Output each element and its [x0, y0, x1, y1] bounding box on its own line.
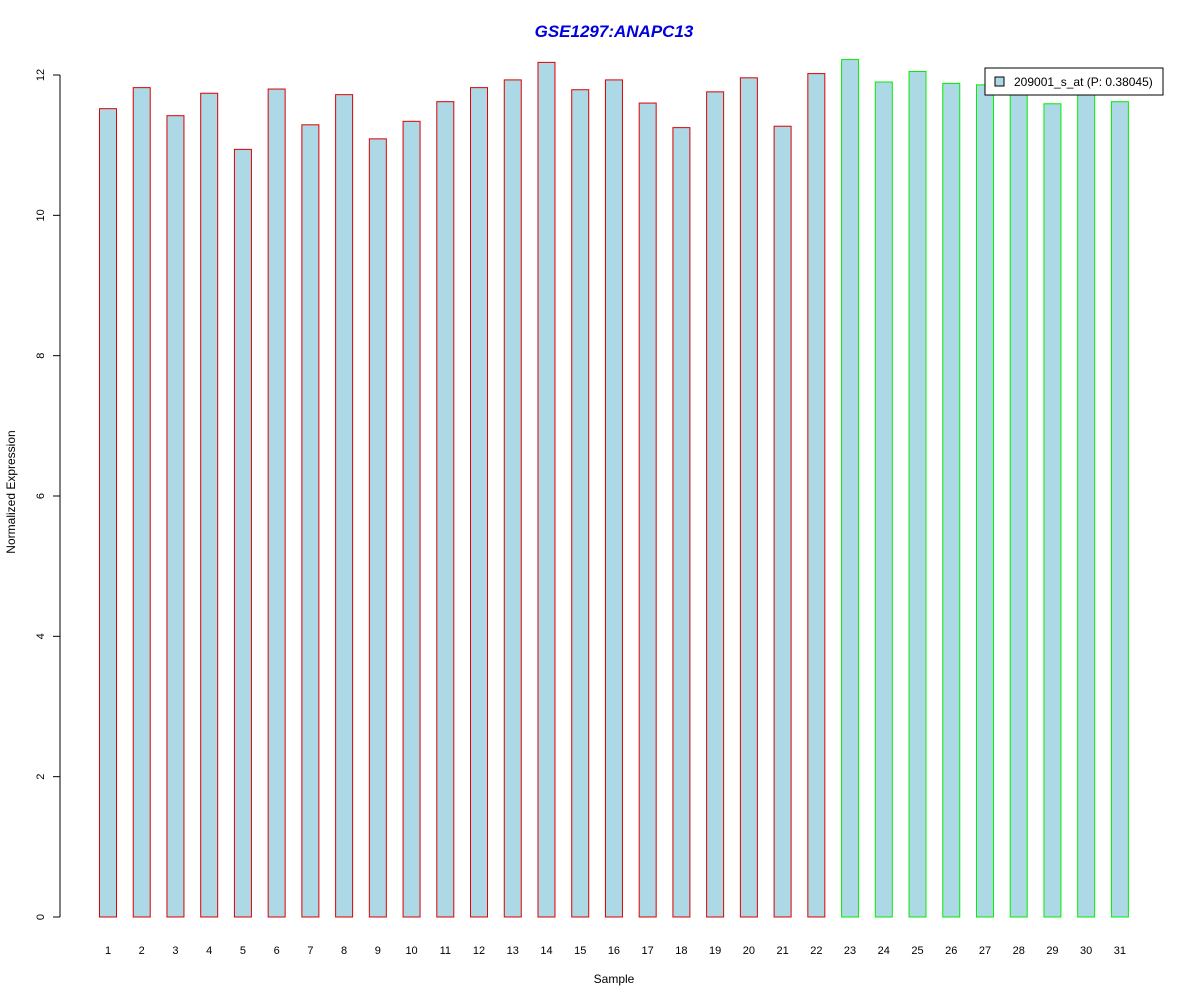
legend-label: 209001_s_at (P: 0.38045) — [1014, 75, 1153, 89]
x-tick-labels: 1 2 3 4 5 6 7 8 9 10 11 12 13 14 15 16 17 18 19 20 21 22 23 24 2… — [105, 945, 1126, 957]
x-tick-label: 20 — [743, 945, 755, 957]
bar — [908, 70, 927, 918]
x-tick-label: 26 — [945, 945, 957, 957]
y-axis: 0 2 4 6 8 10 12 — [35, 69, 61, 920]
x-tick-label: 7 — [307, 945, 313, 957]
x-tick-label: 2 — [139, 945, 145, 957]
bar — [233, 148, 252, 918]
bar — [335, 94, 354, 918]
bar — [200, 92, 219, 918]
y-tick-label: 2 — [35, 774, 47, 780]
y-tick-label: 6 — [35, 493, 47, 499]
bar — [739, 77, 758, 918]
bars-group — [99, 59, 1129, 918]
bar — [604, 79, 623, 918]
x-tick-label: 22 — [810, 945, 822, 957]
bar — [368, 138, 387, 918]
bar — [1077, 89, 1096, 918]
bar — [436, 101, 455, 918]
x-axis-title: Sample — [594, 972, 635, 986]
bar — [402, 120, 421, 918]
bar — [132, 87, 151, 918]
x-tick-label: 13 — [507, 945, 519, 957]
bar — [503, 79, 522, 918]
x-tick-label: 16 — [608, 945, 620, 957]
bar — [1009, 90, 1028, 918]
y-tick-label: 4 — [35, 633, 47, 639]
x-tick-label: 11 — [440, 945, 451, 957]
x-tick-label: 23 — [844, 945, 856, 957]
bar — [1110, 101, 1129, 918]
bar — [942, 82, 961, 918]
x-tick-label: 24 — [878, 945, 890, 957]
x-tick-label: 3 — [172, 945, 178, 957]
bar — [537, 61, 556, 918]
bar — [807, 73, 826, 918]
x-tick-label: 30 — [1080, 945, 1092, 957]
x-tick-label: 9 — [375, 945, 381, 957]
x-tick-label: 25 — [911, 945, 923, 957]
x-tick-label: 15 — [574, 945, 586, 957]
x-tick-label: 18 — [675, 945, 687, 957]
chart-title: GSE1297:ANAPC13 — [535, 22, 694, 41]
y-tick-label: 8 — [35, 353, 47, 359]
bar — [166, 115, 185, 918]
legend: 209001_s_at (P: 0.38045) — [984, 67, 1164, 96]
bar — [841, 59, 860, 918]
bar — [1043, 103, 1062, 918]
x-tick-label: 21 — [776, 945, 788, 957]
bar — [301, 124, 320, 918]
x-tick-label: 6 — [274, 945, 280, 957]
bar — [267, 88, 286, 918]
bar — [773, 125, 792, 918]
x-tick-label: 10 — [405, 945, 417, 957]
x-tick-label: 17 — [642, 945, 654, 957]
x-tick-label: 14 — [540, 945, 552, 957]
y-tick-label: 10 — [35, 209, 47, 221]
x-tick-label: 19 — [709, 945, 721, 957]
bar — [470, 87, 489, 918]
x-tick-label: 1 — [105, 945, 111, 957]
legend-swatch — [994, 76, 1005, 87]
bar — [874, 81, 893, 918]
x-tick-label: 4 — [206, 945, 212, 957]
bar — [571, 89, 590, 918]
x-tick-label: 27 — [979, 945, 991, 957]
x-tick-label: 5 — [240, 945, 246, 957]
legend-box — [984, 67, 1164, 96]
y-tick-label: 12 — [35, 69, 47, 81]
y-axis-title: Normalized Expression — [4, 430, 18, 553]
x-tick-label: 8 — [341, 945, 347, 957]
x-tick-label: 28 — [1013, 945, 1025, 957]
x-tick-label: 29 — [1046, 945, 1058, 957]
y-tick-label: 0 — [35, 914, 47, 920]
x-tick-label: 31 — [1114, 945, 1126, 957]
bar — [975, 84, 994, 918]
x-tick-label: 12 — [473, 945, 485, 957]
bar — [706, 91, 725, 918]
bar — [638, 102, 657, 918]
bar — [99, 108, 117, 918]
bar — [672, 127, 691, 918]
